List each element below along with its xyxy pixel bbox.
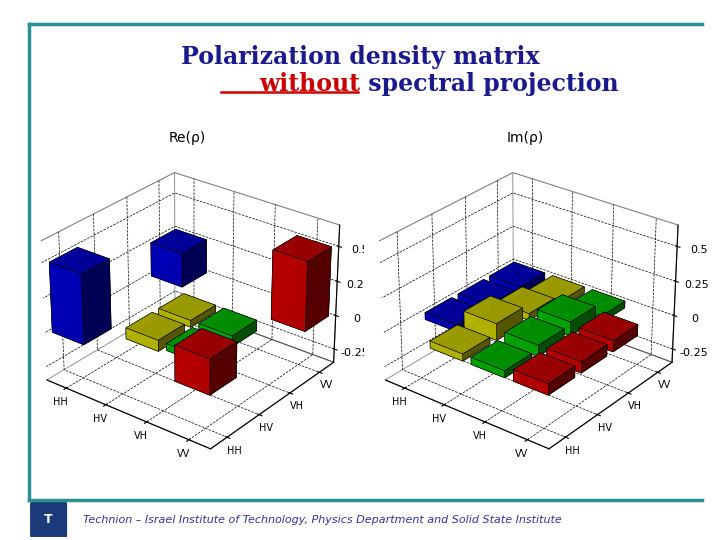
Text: Technion – Israel Institute of Technology, Physics Department and Solid State In: Technion – Israel Institute of Technolog… — [83, 515, 562, 525]
FancyBboxPatch shape — [31, 502, 66, 537]
Text: Polarization density matrix: Polarization density matrix — [181, 45, 539, 69]
Title: Im(ρ): Im(ρ) — [507, 131, 544, 145]
Text: without: without — [259, 72, 360, 96]
Text: spectral projection: spectral projection — [360, 72, 618, 96]
Title: Re(ρ): Re(ρ) — [168, 131, 206, 145]
Text: T: T — [45, 513, 53, 526]
